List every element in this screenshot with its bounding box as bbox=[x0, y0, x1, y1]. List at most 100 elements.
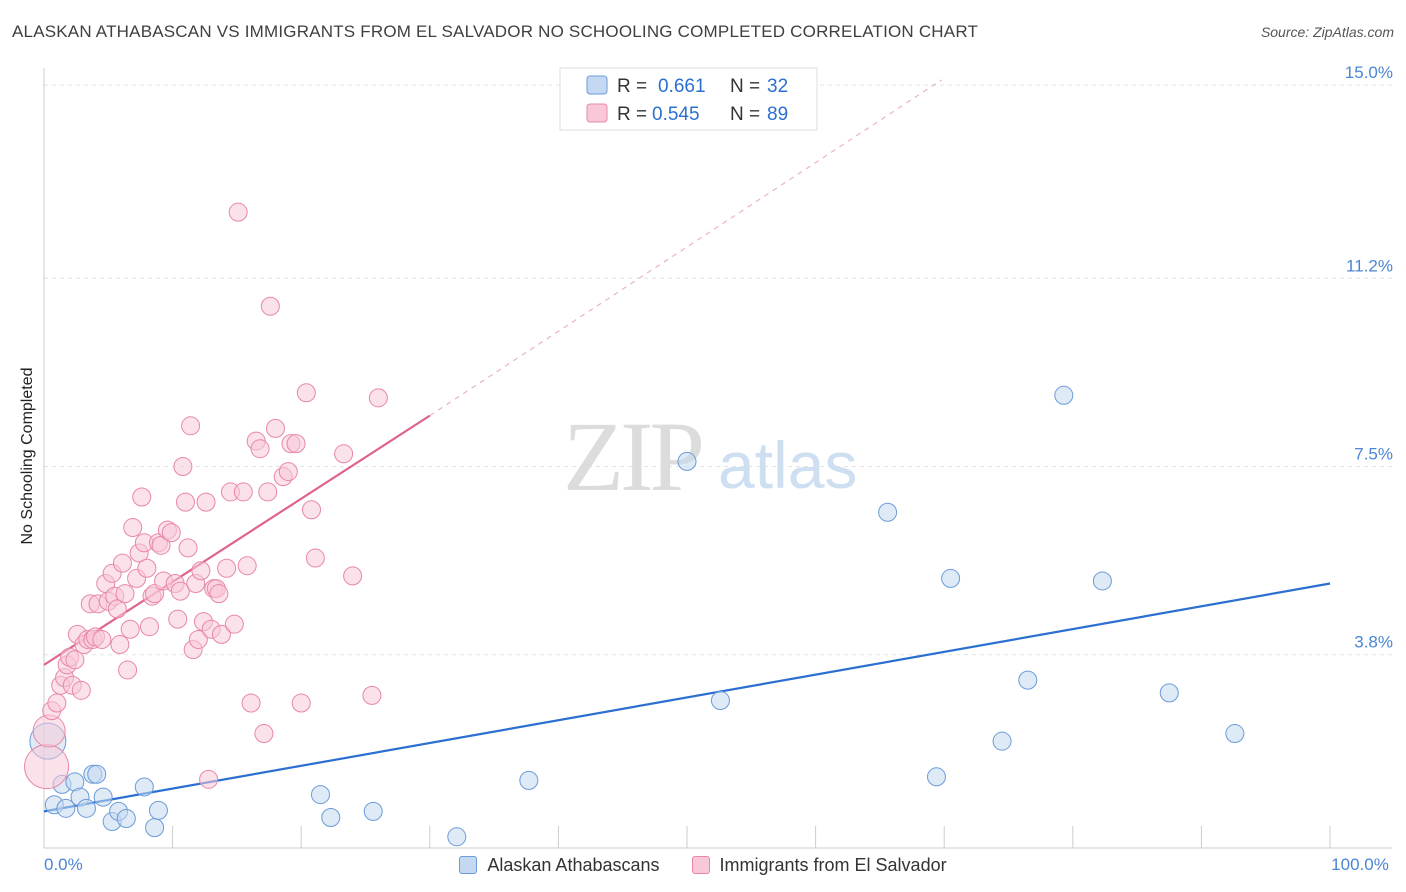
legend-box: R = 0.661 N = 32 R = 0.545 N = 89 bbox=[559, 67, 818, 131]
point-s0-31 bbox=[1225, 724, 1245, 744]
point-s0-18 bbox=[363, 801, 383, 821]
tick-labels: 3.8% 7.5% 11.2% 15.0% 0.0% 100.0% bbox=[44, 63, 1393, 874]
point-s1-42 bbox=[161, 523, 181, 543]
point-s1-35 bbox=[139, 617, 159, 637]
point-s1-67 bbox=[237, 556, 257, 576]
point-s0-14 bbox=[145, 818, 165, 838]
point-s0-8 bbox=[87, 764, 107, 784]
point-s1-80 bbox=[296, 383, 316, 403]
point-s1-23 bbox=[107, 599, 127, 619]
point-s1-26 bbox=[115, 584, 135, 604]
legend-swatch-blue bbox=[586, 75, 608, 95]
point-s0-15 bbox=[148, 800, 168, 820]
point-s1-9 bbox=[65, 650, 85, 670]
legend-n-value-1: 32 bbox=[767, 76, 788, 97]
point-s0-27 bbox=[1018, 670, 1038, 690]
point-s1-27 bbox=[118, 660, 138, 680]
legend-r-label-1: R = bbox=[617, 76, 647, 97]
legend-n-value-2: 89 bbox=[767, 104, 788, 125]
point-s1-72 bbox=[258, 482, 278, 502]
legend-label-immigrants-el-salvador: Immigrants from El Salvador bbox=[719, 854, 947, 875]
legend-n-label-2: N = bbox=[730, 104, 760, 125]
trend-line-1 bbox=[43, 414, 431, 666]
point-s1-45 bbox=[170, 581, 190, 601]
point-s1-47 bbox=[175, 492, 195, 512]
legend-r-label-2: R = bbox=[617, 104, 647, 125]
point-s1-11 bbox=[71, 680, 91, 700]
grid-lines bbox=[44, 84, 1392, 656]
point-s1-25 bbox=[112, 553, 132, 573]
legend-r-value-1: 0.661 bbox=[658, 76, 706, 97]
y-tick-label-3: 15.0% bbox=[1345, 63, 1393, 82]
point-s1-83 bbox=[334, 444, 354, 464]
point-s1-70 bbox=[250, 439, 270, 459]
watermark: ZIP atlas bbox=[563, 401, 857, 512]
point-s1-84 bbox=[343, 566, 363, 586]
legend-r-value-2: 0.545 bbox=[652, 104, 700, 125]
point-s0-26 bbox=[992, 731, 1012, 751]
point-s1-66 bbox=[233, 482, 253, 502]
point-s1-3 bbox=[47, 693, 67, 713]
point-s1-60 bbox=[209, 584, 229, 604]
point-s1-65 bbox=[228, 202, 248, 222]
y-tick-label-1: 7.5% bbox=[1354, 445, 1393, 464]
data-points bbox=[24, 202, 1245, 847]
y-tick-label-0: 3.8% bbox=[1354, 633, 1393, 652]
point-s1-52 bbox=[188, 629, 208, 649]
point-s1-44 bbox=[168, 609, 188, 629]
point-s1-64 bbox=[224, 614, 244, 634]
point-s0-25 bbox=[941, 568, 961, 588]
point-s1-18 bbox=[92, 629, 112, 649]
point-s1-86 bbox=[368, 388, 388, 408]
point-s1-81 bbox=[301, 500, 321, 520]
trend-lines bbox=[43, 79, 1331, 813]
point-s0-30 bbox=[1159, 683, 1179, 703]
point-s0-19 bbox=[447, 827, 467, 847]
x-tick-label-0: 0.0% bbox=[44, 855, 83, 874]
legend-swatch-alaskan-athabascans bbox=[459, 856, 478, 874]
point-s1-28 bbox=[120, 619, 140, 639]
watermark-atlas: atlas bbox=[718, 428, 857, 502]
source-label: Source: ZipAtlas.com bbox=[1260, 24, 1394, 40]
point-s1-49 bbox=[181, 416, 201, 436]
point-s1-56 bbox=[199, 769, 219, 789]
point-s1-76 bbox=[278, 462, 298, 482]
x-tick-label-1: 100.0% bbox=[1331, 855, 1389, 874]
legend-n-label-1: N = bbox=[730, 76, 760, 97]
point-s1-55 bbox=[196, 492, 216, 512]
point-s1-68 bbox=[241, 693, 261, 713]
series-legend: Alaskan Athabascans Immigrants from El S… bbox=[0, 852, 1406, 878]
point-s0-20 bbox=[519, 770, 539, 790]
point-s0-17 bbox=[321, 807, 341, 827]
trend-extension-1 bbox=[429, 79, 942, 417]
trend-line-0 bbox=[43, 582, 1331, 813]
chart-title: ALASKAN ATHABASCAN VS IMMIGRANTS FROM EL… bbox=[12, 22, 979, 41]
legend-item-alaskan-athabascans: Alaskan Athabascans bbox=[459, 855, 660, 876]
axes bbox=[43, 68, 1392, 849]
point-s1-53 bbox=[191, 561, 211, 581]
point-s0-28 bbox=[1054, 385, 1074, 405]
point-s0-21 bbox=[677, 451, 697, 471]
point-s0-29 bbox=[1092, 571, 1112, 591]
point-s1-46 bbox=[173, 457, 193, 476]
point-s0-3 bbox=[56, 798, 76, 818]
point-s1-61 bbox=[211, 624, 231, 644]
point-s1-32 bbox=[132, 487, 152, 507]
legend-swatch-immigrants-el-salvador bbox=[691, 856, 710, 874]
point-s1-24 bbox=[110, 635, 130, 655]
point-s1-34 bbox=[137, 558, 157, 578]
point-s0-9 bbox=[93, 787, 113, 807]
y-tick-label-2: 11.2% bbox=[1346, 256, 1393, 275]
legend-item-immigrants-el-salvador: Immigrants from El Salvador bbox=[691, 854, 947, 876]
point-s1-48 bbox=[178, 538, 198, 558]
point-s1-79 bbox=[291, 693, 311, 713]
point-s0-13 bbox=[134, 777, 154, 797]
point-s1-85 bbox=[362, 685, 382, 705]
point-s1-1 bbox=[32, 714, 66, 748]
point-s0-22 bbox=[710, 690, 730, 710]
point-s0-16 bbox=[310, 785, 330, 805]
point-s1-29 bbox=[123, 518, 143, 538]
point-s0-24 bbox=[926, 767, 946, 787]
point-s1-78 bbox=[286, 434, 306, 454]
